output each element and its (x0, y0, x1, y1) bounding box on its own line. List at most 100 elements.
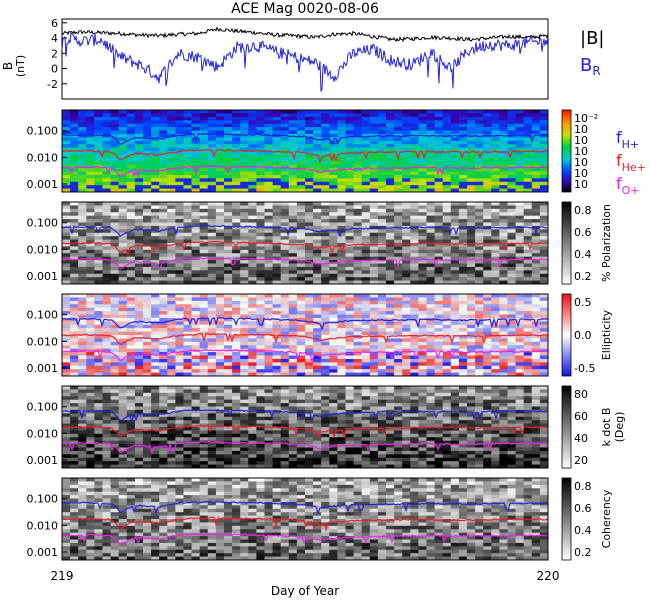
spectrogram-cell (134, 362, 144, 367)
spectrogram-cell (296, 335, 306, 339)
spectrogram-cell (402, 202, 411, 206)
spectrogram-cell (183, 188, 192, 193)
spectrogram-cell (377, 300, 387, 305)
spectrogram-cell (313, 260, 322, 264)
spectrogram-cell (491, 113, 500, 118)
spectrogram-cell (280, 331, 290, 336)
spectrogram-cell (256, 437, 265, 442)
spectrogram-cell (70, 174, 79, 179)
spectrogram-cell (523, 205, 533, 210)
spectrogram-cell (143, 420, 152, 424)
spectrogram-cell (240, 151, 249, 155)
spectrogram-cell (62, 120, 71, 125)
spectrogram-cell (499, 157, 508, 162)
spectrogram-cell (272, 280, 282, 285)
spectrogram-cell (94, 151, 103, 155)
spectrogram-cell (337, 372, 346, 377)
spectrogram-cell (86, 171, 95, 176)
spectrogram-cell (507, 130, 516, 135)
spectrogram-cell (467, 369, 476, 373)
spectrogram-cell (507, 154, 516, 159)
spectrogram-cell (345, 300, 354, 305)
spectrogram-cell (78, 365, 87, 370)
spectrogram-cell (280, 314, 290, 319)
spectrogram-cell (523, 113, 533, 118)
spectrogram-cell (232, 120, 241, 125)
spectrogram-cell (191, 454, 201, 459)
spectrogram-cell (353, 331, 363, 336)
spectrogram-cell (232, 413, 241, 418)
spectrogram-cell (199, 352, 209, 356)
spectrogram-cell (386, 256, 395, 261)
spectrogram-cell (402, 212, 411, 217)
spectrogram-cell (102, 157, 111, 162)
spectrogram-cell (167, 386, 176, 390)
spectrogram-cell (143, 130, 152, 135)
spectrogram-cell (353, 314, 363, 319)
spectrogram-cell (62, 123, 71, 128)
spectrogram-cell (70, 454, 79, 459)
spectrogram-cell (167, 256, 176, 261)
spectrogram-cell (62, 215, 71, 220)
spectrogram-cell (62, 345, 71, 350)
spectrogram-cell (102, 372, 111, 377)
spectrogram-cell (377, 277, 387, 281)
spectrogram-cell (280, 171, 290, 176)
spectrogram-cell (167, 253, 176, 258)
spectrogram-cell (199, 243, 209, 247)
spectrogram-cell (386, 222, 395, 227)
spectrogram-cell (134, 461, 144, 465)
spectrogram-cell (224, 317, 233, 322)
spectrogram-cell (175, 454, 184, 459)
spectrogram-cell (491, 270, 500, 275)
spectrogram-cell (394, 345, 403, 350)
spectrogram-cell (491, 161, 500, 166)
spectrogram-cell (62, 464, 71, 469)
spectrogram-cell (499, 352, 508, 356)
spectrogram-cell (94, 116, 103, 121)
spectrogram-cell (377, 341, 387, 346)
spectrogram-cell (175, 294, 184, 298)
spectrogram-cell (134, 304, 144, 309)
spectrogram-cell (191, 168, 201, 172)
spectrogram-cell (313, 181, 322, 186)
spectrogram-cell (199, 161, 209, 166)
spectrogram-cell (102, 229, 111, 234)
spectrogram-cell (118, 317, 128, 322)
spectrogram-cell (207, 249, 217, 254)
spectrogram-cell (361, 263, 371, 268)
spectrogram-cell (377, 236, 387, 240)
spectrogram-cell (102, 341, 111, 346)
spectrogram-cell (215, 345, 225, 350)
spectrogram-cell (102, 154, 111, 159)
ellipticity-frame (61, 293, 549, 377)
spectrogram-cell (240, 157, 249, 162)
spectrogram-cell (483, 185, 492, 189)
spectrogram-cell (70, 181, 79, 186)
spectrogram-cell (361, 270, 371, 275)
spectrogram-cell (232, 260, 241, 264)
spectrogram-cell (159, 423, 168, 428)
spectrogram-cell (475, 215, 484, 220)
spectrogram-cell (305, 358, 314, 363)
spectrogram-cell (442, 369, 452, 373)
spectrogram-cell (353, 324, 363, 329)
spectrogram-cell (70, 215, 79, 220)
spectrogram-cell (386, 174, 395, 179)
spectrogram-cell (256, 260, 265, 264)
spectrogram-cell (240, 215, 249, 220)
spectrogram-cell (62, 440, 71, 445)
spectrogram-cell (394, 123, 403, 128)
spectrogram-cell (134, 335, 144, 339)
spectrogram-cell (280, 256, 290, 261)
spectrogram-cell (207, 355, 217, 360)
spectrogram-cell (491, 174, 500, 179)
spectrogram-cell (507, 321, 516, 326)
spectrogram-cell (539, 202, 549, 206)
spectrogram-cell (248, 225, 257, 230)
spectrogram-cell (280, 328, 290, 332)
spectrogram-cell (337, 157, 346, 162)
spectrogram-cell (539, 277, 549, 281)
spectrogram-cell (467, 311, 476, 315)
spectrogram-cell (264, 246, 273, 251)
